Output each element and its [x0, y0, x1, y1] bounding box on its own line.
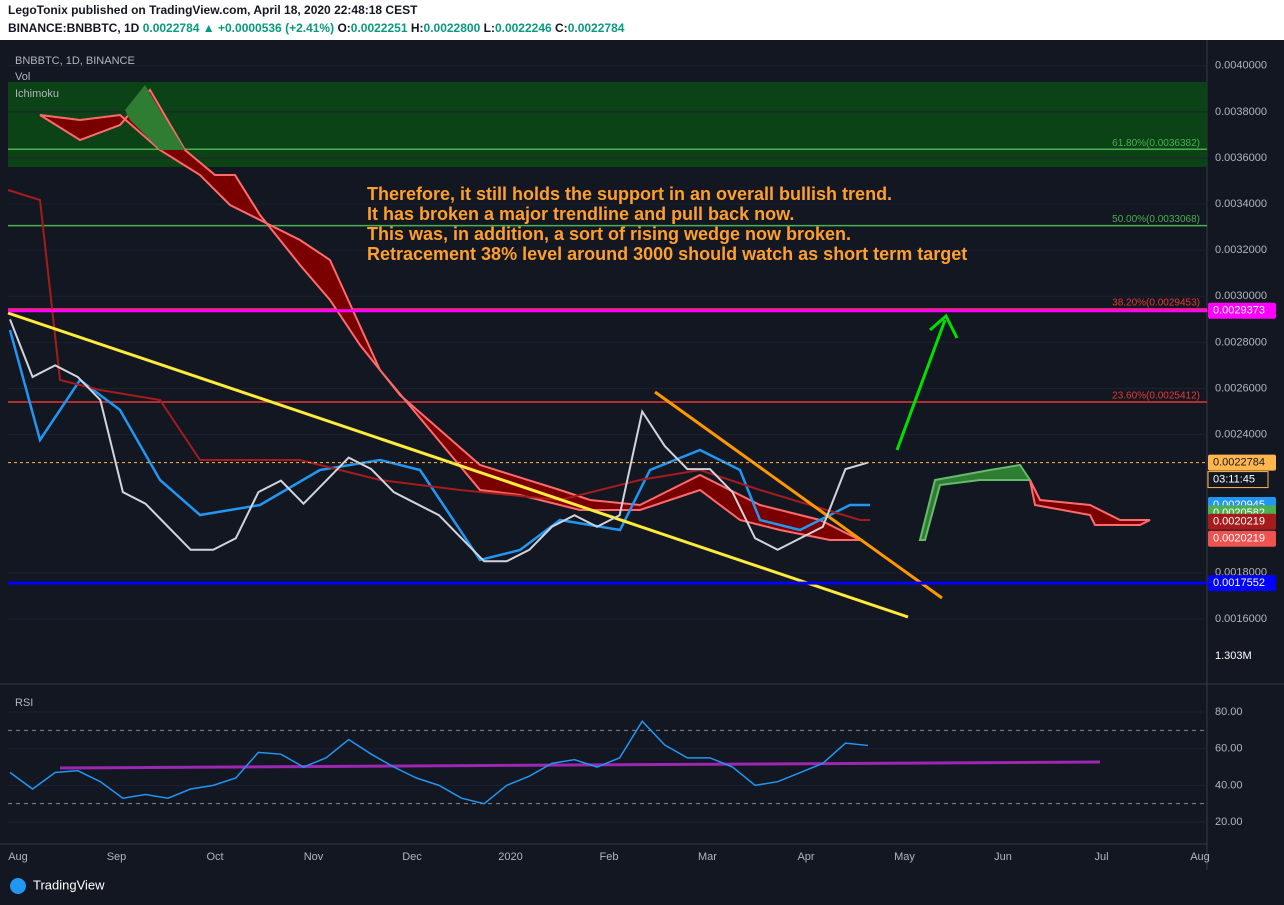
y-tick-label: 20.00	[1215, 816, 1243, 828]
high-label: H:	[411, 21, 424, 35]
y-tick-label: 0.0034000	[1215, 198, 1267, 210]
rsi-title: RSI	[15, 697, 33, 709]
author-line: LegoTonix published on TradingView.com, …	[8, 3, 418, 17]
high: 0.0022800	[424, 21, 481, 35]
x-tick-label: 2020	[498, 851, 522, 863]
price: 0.0022784	[143, 21, 200, 35]
y-tick-label: 0.0038000	[1215, 106, 1267, 118]
cloud-green	[125, 85, 185, 150]
series-line	[9, 318, 869, 563]
y-tick-label: 0.0030000	[1215, 290, 1267, 302]
y-tick-label: 40.00	[1215, 779, 1243, 791]
rsi-trendline	[59, 760, 1101, 770]
x-tick-label: Dec	[402, 851, 422, 863]
indicator-tag-bg	[1208, 530, 1276, 547]
countdown-bg	[1207, 471, 1269, 489]
hline-label-bg	[1208, 575, 1276, 592]
countdown: 03:11:45	[1213, 473, 1255, 485]
volume-label: 1.303M	[1215, 650, 1252, 662]
x-tick-label: Jun	[994, 851, 1012, 863]
indicator-tag: 0.0020219	[1213, 533, 1265, 545]
kijun-line	[7, 189, 870, 521]
y-tick-label: 0.0040000	[1215, 60, 1267, 72]
tenkan-line	[8, 329, 870, 562]
x-tick-label: Apr	[797, 851, 814, 863]
y-tick-label: 0.0016000	[1215, 613, 1267, 625]
ichimoku-cloud	[7, 85, 1151, 562]
x-tick-label: Mar	[698, 851, 717, 863]
close: 0.0022784	[568, 21, 625, 35]
indicator-label: Vol	[15, 71, 30, 83]
fib-label: 38.20%(0.0029453)	[1112, 298, 1200, 309]
trendline-yellow	[7, 311, 909, 619]
fib-label: 50.00%(0.0033068)	[1112, 214, 1200, 225]
x-tick-label: Oct	[206, 851, 223, 863]
y-tick-label: 0.0032000	[1215, 244, 1267, 256]
y-tick-label: 0.0036000	[1215, 152, 1267, 164]
x-tick-label: Feb	[600, 851, 619, 863]
open: 0.0022251	[351, 21, 408, 35]
target-arrow	[895, 319, 947, 451]
annotation: It has broken a major trendline and pull…	[367, 204, 794, 224]
cloud-red	[39, 88, 861, 541]
cloud-future-green	[918, 463, 1032, 541]
y-tick-label: 0.0028000	[1215, 336, 1267, 348]
x-tick-label: Sep	[107, 851, 127, 863]
logo	[10, 878, 26, 894]
indicator-tag: 0.0020219	[1213, 516, 1265, 528]
indicator-tag-bg	[1208, 513, 1276, 530]
y-tick-label: 0.0026000	[1215, 382, 1267, 394]
arrow: ▲	[203, 21, 215, 35]
pane-title: BNBBTC, 1D, BINANCE	[15, 55, 135, 67]
annotation: This was, in addition, a sort of rising …	[367, 224, 851, 244]
y-tick-label: 0.0024000	[1215, 428, 1267, 440]
x-tick-label: Aug	[1190, 851, 1210, 863]
y-tick-label: 60.00	[1215, 743, 1243, 755]
fib-label: 61.80%(0.0036382)	[1112, 138, 1200, 149]
hline-label-bg	[1208, 302, 1276, 319]
indicator-label: Ichimoku	[15, 88, 59, 100]
change: +0.0000536 (+2.41%)	[218, 21, 334, 35]
x-tick-label: May	[894, 851, 915, 863]
low: 0.0022246	[495, 21, 552, 35]
y-tick-label: 80.00	[1215, 706, 1243, 718]
close-label: C:	[555, 21, 568, 35]
header-bar	[0, 0, 1284, 40]
annotation: Retracement 38% level around 3000 should…	[367, 244, 967, 264]
hline-label: 0.0029373	[1213, 305, 1265, 317]
hline-label: 0.0017552	[1213, 577, 1265, 589]
symbol: BINANCE:BNBBTC, 1D	[8, 21, 140, 35]
last-price-bg	[1208, 454, 1276, 471]
low-label: L:	[484, 21, 495, 35]
symbol-line: BINANCE:BNBBTC, 1D 0.0022784 ▲ +0.000053…	[8, 21, 625, 35]
annotation: Therefore, it still holds the support in…	[367, 184, 892, 204]
last-price: 0.0022784	[1213, 456, 1265, 468]
fib-zone	[8, 82, 1207, 167]
x-tick-label: Jul	[1094, 851, 1108, 863]
series-line	[9, 719, 869, 805]
trendline-orange	[654, 390, 943, 600]
brand: TradingView	[33, 877, 105, 892]
arrow-head	[929, 313, 959, 339]
x-tick-label: Aug	[8, 851, 28, 863]
x-tick-label: Nov	[304, 851, 324, 863]
open-label: O:	[337, 21, 350, 35]
cloud-future-red	[1029, 479, 1151, 526]
fib-label: 23.60%(0.0025412)	[1112, 391, 1200, 402]
